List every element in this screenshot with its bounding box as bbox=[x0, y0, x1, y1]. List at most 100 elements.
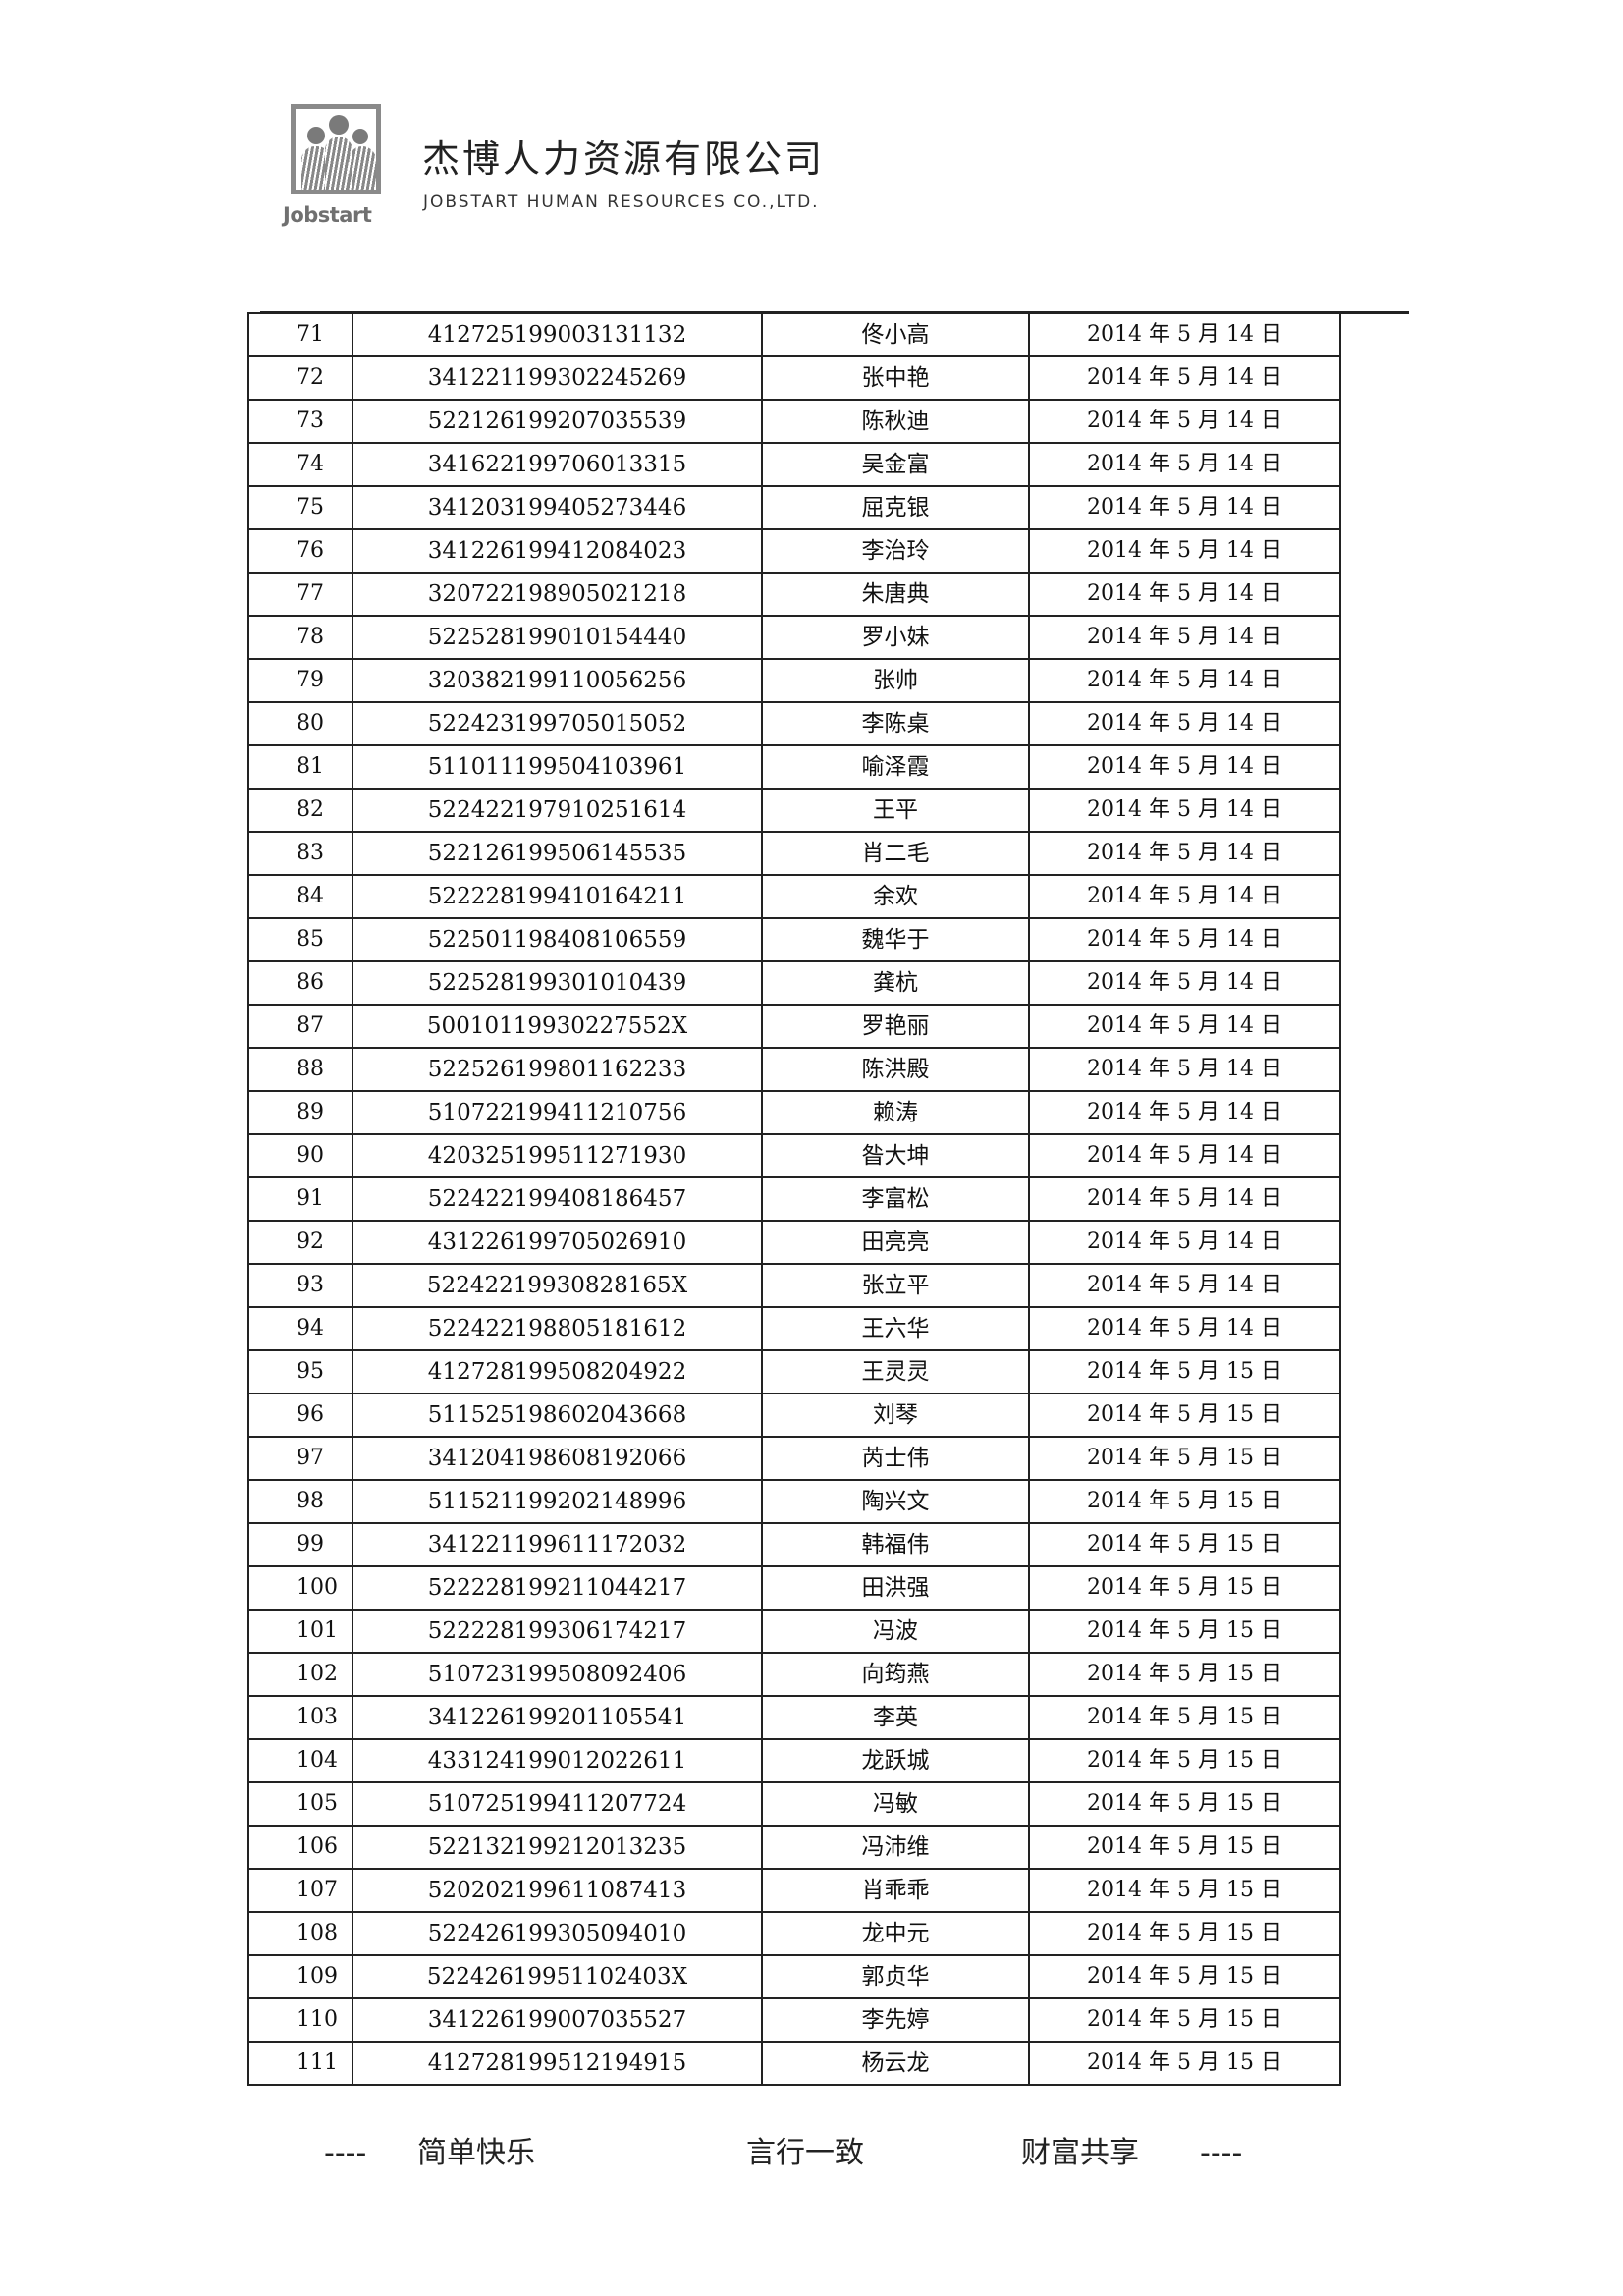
person-name-cell: 肖二毛 bbox=[761, 831, 1030, 876]
person-name-cell: 张中艳 bbox=[761, 355, 1030, 401]
footer-slogan-3: 财富共享 bbox=[1021, 2136, 1139, 2170]
id-number-cell: 522228199211044217 bbox=[352, 1565, 763, 1611]
row-number-cell: 71 bbox=[247, 312, 353, 357]
row-number-cell: 72 bbox=[247, 355, 353, 401]
row-number-cell: 88 bbox=[247, 1047, 353, 1092]
table-row: 91 522422199408186457 李富松 2014 年 5 月 14 日 bbox=[247, 1176, 1341, 1222]
table-row: 81 511011199504103961 喻泽霞 2014 年 5 月 14 日 bbox=[247, 744, 1341, 790]
table-row: 75 341203199405273446 屈克银 2014 年 5 月 14 日 bbox=[247, 485, 1341, 530]
row-number-cell: 85 bbox=[247, 917, 353, 962]
table-row: 83 522126199506145535 肖二毛 2014 年 5 月 14 日 bbox=[247, 831, 1341, 876]
date-cell: 2014 年 5 月 14 日 bbox=[1028, 1220, 1341, 1265]
person-name-cell: 冯敏 bbox=[761, 1781, 1030, 1827]
row-number-cell: 84 bbox=[247, 874, 353, 919]
person-name-cell: 魏华于 bbox=[761, 917, 1030, 962]
table-row: 82 522422197910251614 王平 2014 年 5 月 14 日 bbox=[247, 788, 1341, 833]
id-number-cell: 341226199201105541 bbox=[352, 1695, 763, 1740]
person-name-cell: 屈克银 bbox=[761, 485, 1030, 530]
table-row: 108 522426199305094010 龙中元 2014 年 5 月 15 日 bbox=[247, 1911, 1341, 1956]
id-number-cell: 412728199512194915 bbox=[352, 2041, 763, 2086]
table-row: 101 522228199306174217 冯波 2014 年 5 月 15 日 bbox=[247, 1609, 1341, 1654]
table-row: 102 510723199508092406 向筠燕 2014 年 5 月 15 日 bbox=[247, 1652, 1341, 1697]
date-cell: 2014 年 5 月 14 日 bbox=[1028, 917, 1341, 962]
row-number-cell: 73 bbox=[247, 399, 353, 444]
person-name-cell: 王灵灵 bbox=[761, 1349, 1030, 1394]
table-row: 86 522528199301010439 龚杭 2014 年 5 月 14 日 bbox=[247, 960, 1341, 1006]
employee-table: 71 412725199003131132 佟小高 2014 年 5 月 14 日 72… bbox=[247, 312, 1341, 2086]
row-number-cell: 80 bbox=[247, 701, 353, 746]
date-cell: 2014 年 5 月 14 日 bbox=[1028, 788, 1341, 833]
id-number-cell: 511011199504103961 bbox=[352, 744, 763, 790]
id-number-cell: 431226199705026910 bbox=[352, 1220, 763, 1265]
logo-text: Jobstart bbox=[283, 203, 372, 227]
table-row: 100 522228199211044217 田洪强 2014 年 5 月 15 日 bbox=[247, 1565, 1341, 1611]
id-number-cell: 522422199408186457 bbox=[352, 1176, 763, 1222]
row-number-cell: 94 bbox=[247, 1306, 353, 1351]
row-number-cell: 81 bbox=[247, 744, 353, 790]
person-name-cell: 田洪强 bbox=[761, 1565, 1030, 1611]
row-number-cell: 74 bbox=[247, 442, 353, 487]
row-number-cell: 108 bbox=[247, 1911, 353, 1956]
date-cell: 2014 年 5 月 14 日 bbox=[1028, 485, 1341, 530]
id-number-cell: 522228199410164211 bbox=[352, 874, 763, 919]
id-number-cell: 522423199705015052 bbox=[352, 701, 763, 746]
date-cell: 2014 年 5 月 15 日 bbox=[1028, 1522, 1341, 1567]
person-name-cell: 郭贞华 bbox=[761, 1954, 1030, 1999]
row-number-cell: 110 bbox=[247, 1997, 353, 2043]
id-number-cell: 341226199412084023 bbox=[352, 528, 763, 574]
table-row: 94 522422198805181612 王六华 2014 年 5 月 14 日 bbox=[247, 1306, 1341, 1351]
table-row: 79 320382199110056256 张帅 2014 年 5 月 14 日 bbox=[247, 658, 1341, 703]
date-cell: 2014 年 5 月 14 日 bbox=[1028, 1090, 1341, 1135]
row-number-cell: 98 bbox=[247, 1479, 353, 1524]
footer-dash-left: ---- bbox=[324, 2136, 367, 2170]
row-number-cell: 82 bbox=[247, 788, 353, 833]
person-name-cell: 陈秋迪 bbox=[761, 399, 1030, 444]
person-name-cell: 李先婷 bbox=[761, 1997, 1030, 2043]
id-number-cell: 522528199301010439 bbox=[352, 960, 763, 1006]
person-name-cell: 李富松 bbox=[761, 1176, 1030, 1222]
person-name-cell: 王六华 bbox=[761, 1306, 1030, 1351]
table-row: 111 412728199512194915 杨云龙 2014 年 5 月 15 日 bbox=[247, 2041, 1341, 2086]
table-row: 106 522132199212013235 冯沛维 2014 年 5 月 15 日 bbox=[247, 1825, 1341, 1870]
date-cell: 2014 年 5 月 15 日 bbox=[1028, 1911, 1341, 1956]
date-cell: 2014 年 5 月 14 日 bbox=[1028, 399, 1341, 444]
person-name-cell: 芮士伟 bbox=[761, 1436, 1030, 1481]
table-row: 85 522501198408106559 魏华于 2014 年 5 月 14 日 bbox=[247, 917, 1341, 962]
id-number-cell: 511521199202148996 bbox=[352, 1479, 763, 1524]
person-name-cell: 冯波 bbox=[761, 1609, 1030, 1654]
date-cell: 2014 年 5 月 14 日 bbox=[1028, 658, 1341, 703]
person-name-cell: 田亮亮 bbox=[761, 1220, 1030, 1265]
row-number-cell: 96 bbox=[247, 1393, 353, 1438]
table-row: 72 341221199302245269 张中艳 2014 年 5 月 14 日 bbox=[247, 355, 1341, 401]
row-number-cell: 86 bbox=[247, 960, 353, 1006]
table-row: 78 522528199010154440 罗小妹 2014 年 5 月 14 日 bbox=[247, 615, 1341, 660]
row-number-cell: 95 bbox=[247, 1349, 353, 1394]
person-name-cell: 李陈桌 bbox=[761, 701, 1030, 746]
person-name-cell: 向筠燕 bbox=[761, 1652, 1030, 1697]
id-number-cell: 522526199801162233 bbox=[352, 1047, 763, 1092]
row-number-cell: 105 bbox=[247, 1781, 353, 1827]
date-cell: 2014 年 5 月 15 日 bbox=[1028, 1609, 1341, 1654]
date-cell: 2014 年 5 月 14 日 bbox=[1028, 442, 1341, 487]
person-name-cell: 罗小妹 bbox=[761, 615, 1030, 660]
id-number-cell: 510725199411207724 bbox=[352, 1781, 763, 1827]
table-row: 90 420325199511271930 昝大坤 2014 年 5 月 14 日 bbox=[247, 1133, 1341, 1178]
person-name-cell: 赖涛 bbox=[761, 1090, 1030, 1135]
id-number-cell: 341226199007035527 bbox=[352, 1997, 763, 2043]
person-name-cell: 昝大坤 bbox=[761, 1133, 1030, 1178]
id-number-cell: 510723199508092406 bbox=[352, 1652, 763, 1697]
date-cell: 2014 年 5 月 15 日 bbox=[1028, 1825, 1341, 1870]
id-number-cell: 341221199302245269 bbox=[352, 355, 763, 401]
id-number-cell: 320382199110056256 bbox=[352, 658, 763, 703]
row-number-cell: 93 bbox=[247, 1263, 353, 1308]
person-name-cell: 李治玲 bbox=[761, 528, 1030, 574]
person-name-cell: 吴金富 bbox=[761, 442, 1030, 487]
table-row: 84 522228199410164211 余欢 2014 年 5 月 14 日 bbox=[247, 874, 1341, 919]
id-number-cell: 50010119930227552X bbox=[352, 1004, 763, 1049]
person-name-cell: 陶兴文 bbox=[761, 1479, 1030, 1524]
id-number-cell: 341204198608192066 bbox=[352, 1436, 763, 1481]
row-number-cell: 76 bbox=[247, 528, 353, 574]
date-cell: 2014 年 5 月 14 日 bbox=[1028, 1176, 1341, 1222]
person-name-cell: 陈洪殿 bbox=[761, 1047, 1030, 1092]
date-cell: 2014 年 5 月 15 日 bbox=[1028, 1565, 1341, 1611]
